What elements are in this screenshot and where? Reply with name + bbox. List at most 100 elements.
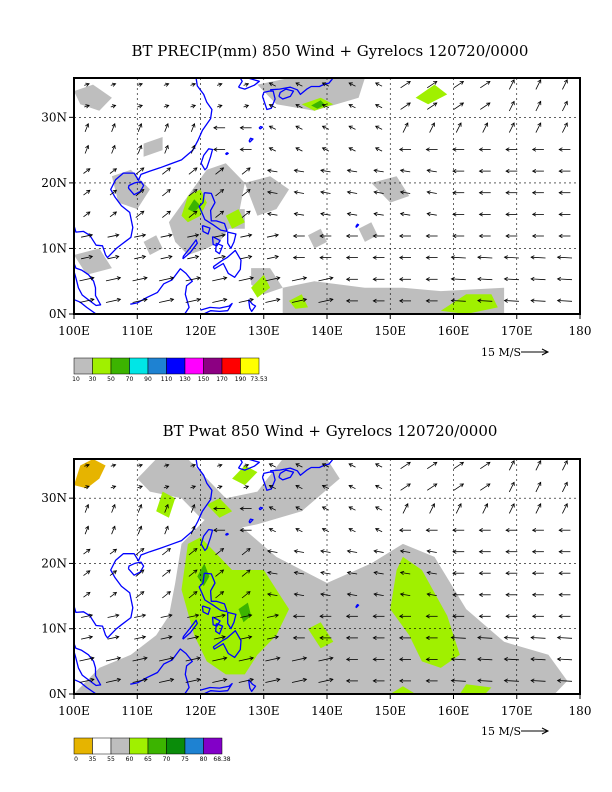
y-tick-label: 0N [49, 307, 67, 321]
wind-vector [241, 547, 251, 556]
wind-vector [295, 147, 303, 152]
colorbar-swatch [184, 737, 204, 755]
wind-vector [398, 635, 411, 641]
wind-vector [374, 484, 383, 490]
wind-vector [348, 506, 356, 511]
wind-vector [426, 190, 437, 195]
wind-vector [190, 525, 196, 535]
precip-shade-region [74, 248, 112, 275]
wind-vector [558, 147, 571, 152]
colorbar-swatch [221, 357, 241, 375]
wind-vector [321, 104, 330, 109]
wind-vector [212, 656, 228, 662]
wind-vector [265, 276, 281, 282]
wind-vector [105, 677, 122, 683]
wind-vector [238, 656, 254, 662]
wind-vector [190, 503, 196, 513]
pwat-shade-region [74, 517, 568, 694]
x-tick-label: 110E [121, 704, 153, 718]
coastline [212, 630, 242, 659]
wind-vector [137, 123, 143, 132]
wind-vector [295, 125, 303, 130]
wind-vector [425, 528, 438, 533]
wind-vector [190, 144, 196, 154]
wind-vector [163, 485, 170, 490]
coastline [74, 459, 213, 639]
coastline [278, 469, 295, 481]
wind-vector [558, 571, 571, 576]
wind-vector [216, 463, 223, 468]
wind-vector [477, 657, 493, 662]
wind-vector [374, 506, 383, 511]
wind-vector [79, 677, 95, 683]
wind-vector [159, 677, 175, 683]
wind-vector [216, 82, 223, 87]
wind-vector [426, 168, 437, 173]
wind-vector [508, 503, 515, 514]
wind-vector [450, 678, 466, 683]
colorbar-swatch [166, 357, 186, 375]
wind-vector [398, 657, 411, 662]
wind-vector [238, 297, 254, 303]
wind-vector [188, 547, 198, 556]
wind-vector [109, 211, 118, 218]
wind-vector [318, 276, 334, 282]
coastline [74, 679, 97, 694]
colorbar-label: 55 [107, 756, 115, 763]
precip-shade-region [440, 294, 498, 314]
wind-vector [109, 548, 118, 555]
wind-vector [558, 212, 571, 217]
wind-vector [160, 233, 173, 238]
wind-vector [268, 484, 276, 490]
colorbar-label: 60 [126, 756, 134, 763]
precip-shade-region [257, 78, 365, 111]
wind-vector [320, 592, 331, 597]
wind-vector [268, 463, 276, 468]
wind-vector [163, 82, 170, 87]
pwat-shade-region [181, 537, 289, 675]
colorbar-swatch [92, 737, 112, 755]
wind-vector [137, 463, 143, 468]
wind-vector [190, 82, 197, 87]
wind-vector [239, 528, 252, 533]
precip-shade-region [358, 222, 378, 242]
wind-vector [81, 613, 94, 618]
wind-vector [503, 276, 519, 282]
pwat-shade-region [390, 686, 416, 694]
wind-vector [188, 188, 198, 197]
precip-shade-region [187, 199, 201, 213]
wind-vector [293, 168, 305, 173]
wind-vector [345, 277, 358, 282]
wind-vector [79, 656, 95, 662]
wind-vector [79, 276, 95, 282]
wind-vector [135, 188, 145, 197]
wind-vector [319, 635, 332, 641]
wind-vector [348, 125, 356, 130]
wind-vector [348, 484, 356, 490]
precip-x-ticks: 100E 110E 120E 130E 140E 150E 160E 170E 180 [58, 314, 591, 338]
wind-vector [503, 678, 519, 683]
y-tick-label: 10N [41, 241, 67, 255]
colorbar-label: 80 [200, 756, 208, 763]
wind-vector [213, 506, 226, 511]
wind-vector [239, 506, 252, 511]
wind-vector [266, 168, 278, 173]
x-tick-label: 180 [569, 324, 592, 338]
pwat-shading [74, 459, 568, 694]
wind-vector [159, 656, 175, 662]
pwat-shade-region [137, 459, 340, 531]
wind-vector [110, 485, 117, 490]
wind-vector [213, 254, 226, 260]
wind-vector [215, 167, 225, 175]
coastline [74, 78, 213, 259]
precip-shading [74, 78, 505, 314]
wind-vector [478, 592, 491, 597]
wind-vector [320, 190, 331, 195]
precip-shade-region [143, 137, 163, 157]
wind-vector [562, 100, 568, 112]
coastline [74, 298, 97, 314]
coastline [130, 648, 193, 694]
wind-vector [185, 656, 201, 662]
wind-vector [83, 189, 91, 196]
wind-vector [293, 190, 305, 195]
